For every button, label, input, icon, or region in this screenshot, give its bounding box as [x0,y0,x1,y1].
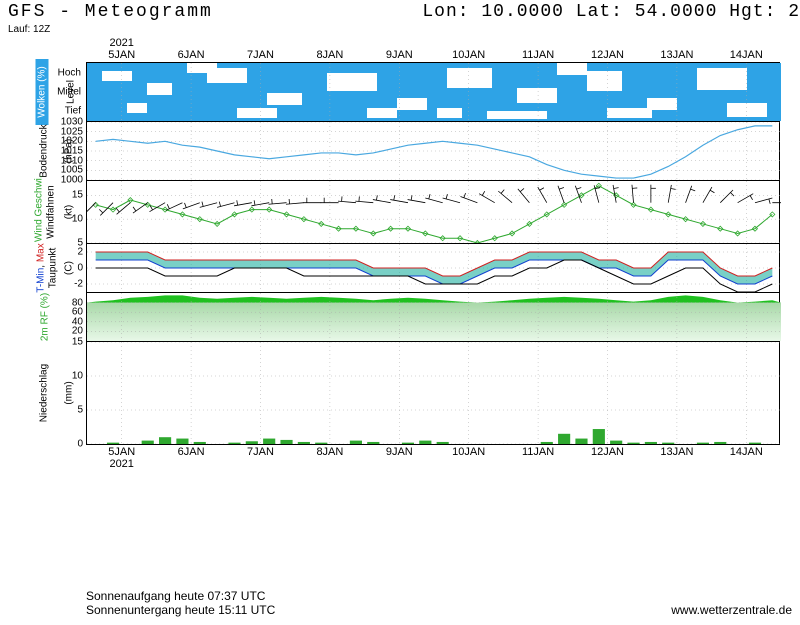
precipitation-panel: 051015(mm)Niederschlag5JAN6JAN7JAN8JAN9J… [86,341,780,445]
meteogram-panels: HochMittelTiefLevelWolken (%)5JAN6JAN7JA… [86,62,780,445]
clouds-panel: HochMittelTiefLevelWolken (%)5JAN6JAN7JA… [86,62,780,121]
sun-info: Sonnenaufgang heute 07:37 UTC Sonnenunte… [86,589,275,617]
sunrise-label: Sonnenaufgang heute 07:37 UTC [86,589,275,603]
temperature-panel: -202(C)T-Min, MaxTaupunkt [86,243,780,292]
humidity-panel: 204060802m RF (%) [86,292,780,341]
coordinates-label: Lon: 10.0000 Lat: 54.0000 Hgt: 2 [422,2,800,22]
run-label: Lauf: 12Z [8,24,50,35]
wind-panel: 51015(kt)Wind Geschwi.Windfahnen [86,180,780,243]
sunset-label: Sonnenuntergang heute 15:11 UTC [86,603,275,617]
website-label: www.wetterzentrale.de [671,603,792,617]
pressure-panel: 1000100510101015102010251030(hPa)Bodendr… [86,121,780,180]
